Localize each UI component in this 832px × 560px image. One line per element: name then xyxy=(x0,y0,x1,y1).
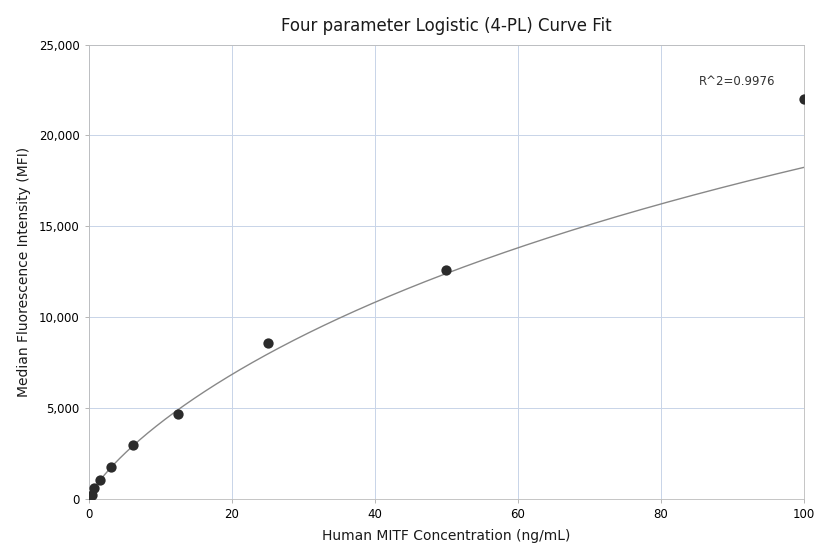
Point xyxy=(85,491,98,500)
Point xyxy=(105,463,118,472)
Title: Four parameter Logistic (4-PL) Curve Fit: Four parameter Logistic (4-PL) Curve Fit xyxy=(281,17,612,35)
Point xyxy=(798,95,811,104)
Y-axis label: Median Fluorescence Intensity (MFI): Median Fluorescence Intensity (MFI) xyxy=(17,147,31,397)
Point xyxy=(83,493,97,502)
X-axis label: Human MITF Concentration (ng/mL): Human MITF Concentration (ng/mL) xyxy=(322,529,571,543)
Text: R^2=0.9976: R^2=0.9976 xyxy=(699,75,775,88)
Point xyxy=(83,492,97,501)
Point xyxy=(87,484,101,493)
Point xyxy=(261,338,275,347)
Point xyxy=(171,409,185,418)
Point xyxy=(126,441,140,450)
Point xyxy=(93,475,106,484)
Point xyxy=(440,265,453,274)
